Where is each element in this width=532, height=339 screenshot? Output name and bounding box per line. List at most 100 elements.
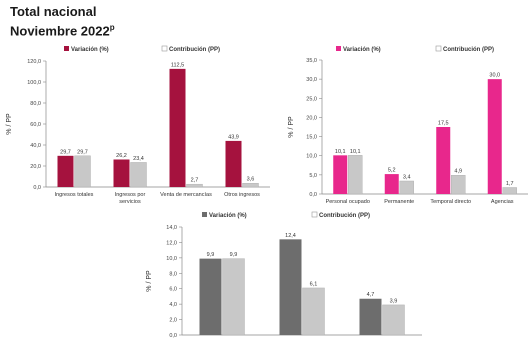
subtitle-preliminary-mark: p [109,23,115,32]
bar-variacion [333,155,348,194]
x-tick-label: Temporal directo [430,199,471,205]
bar-contribucion [222,258,245,336]
y-axis-label: % / PP [6,113,13,135]
y-tick-label: 14,0 [166,225,177,231]
y-tick-label: 0,0 [33,185,41,191]
chart-personal-ocupado: % / PP 0,0 5,0 10,0 15,0 20,0 25,0 30,0 35,0 Vari… [288,45,528,205]
bar-value-label: 30,0 [489,73,500,79]
x-tick-label: Ingresos totales [55,192,94,198]
y-tick-label: 0,0 [309,192,317,198]
y-tick-label: 20,0 [306,115,317,121]
bar-value-label: 1,7 [506,181,514,187]
y-tick-label: 25,0 [306,96,317,102]
y-tick-label: 6,0 [169,287,177,293]
bar-value-label: 43,9 [228,134,239,140]
y-tick-label: 2,0 [169,318,177,324]
bar-contribucion [399,180,414,195]
page-title: Total nacional [10,4,97,19]
legend-swatch-contribucion [161,45,168,52]
y-tick-label: 0,0 [169,333,177,339]
bar-variacion [169,68,186,187]
y-tick-label: 20,0 [30,164,41,170]
bar-contribucion [74,155,91,188]
y-tick-label: 120,0 [27,59,41,65]
bar-contribucion [302,287,325,336]
bar-variacion [279,239,302,335]
y-tick-label: 8,0 [169,271,177,277]
bar-contribucion [502,187,517,195]
legend-label-variacion: Variación (%) [343,47,381,53]
x-tick-label: Otros ingresos [224,192,260,198]
bar-value-label: 17,5 [438,121,449,127]
legend-swatch-variacion [202,212,207,217]
bar-variacion [225,140,242,187]
legend-swatch-contribucion [311,211,318,218]
bar-variacion [199,258,222,335]
bar-value-label: 29,7 [60,149,71,155]
x-tick-label: Venta de mercancías [160,192,212,198]
bar-value-label: 5,2 [388,168,396,174]
y-tick-label: 4,0 [169,302,177,308]
bar-value-label: 4,7 [367,292,375,298]
bar-variacion [113,159,130,187]
chart-ingresos: % / PP 0,0 20,0 40,0 60,0 80,0 100,0 120,0 Varia… [6,45,270,205]
bar-value-label: 112,5 [171,62,184,68]
bar-contribucion [382,304,405,336]
legend-swatch-variacion [336,46,341,51]
legend-label-contribucion: Contribución (PP) [169,47,220,53]
y-tick-label: 35,0 [306,58,317,64]
legend-swatch-variacion [64,46,69,51]
y-tick-label: 100,0 [27,80,41,86]
x-tick-label: Ingresos por [115,192,146,198]
bar-value-label: 10,1 [350,149,361,155]
bar-value-label: 3,4 [403,174,411,180]
y-axis-label: % / PP [146,270,153,292]
bar-contribucion [451,175,466,195]
page-subtitle: Noviembre 2022p [10,20,115,39]
bar-value-label: 3,6 [247,177,255,183]
bar-variacion [384,174,399,194]
y-tick-label: 40,0 [30,143,41,149]
bar-value-label: 4,9 [454,169,462,175]
bar-variacion [436,127,451,194]
y-axis-label: % / PP [288,116,295,138]
bar-value-label: 23,4 [133,156,144,162]
legend-swatch-contribucion [435,45,442,52]
x-tick-label: Permanente [384,199,414,205]
y-tick-label: 80,0 [30,101,41,107]
bar-value-label: 10,1 [335,149,346,155]
legend-label-contribucion: Contribución (PP) [319,213,370,219]
bar-value-label: 26,2 [116,153,127,159]
bar-value-label: 9,9 [207,252,215,258]
bar-value-label: 3,9 [390,298,398,304]
legend-label-contribucion: Contribución (PP) [443,47,494,53]
x-tick-label: servicios [119,199,141,205]
bar-value-label: 29,7 [77,149,88,155]
bar-value-label: 2,7 [191,178,199,184]
chart-third: % / PP 0,0 2,0 4,0 6,0 8,0 10,0 12,0 14,0 Variaci… [146,211,422,339]
y-tick-label: 60,0 [30,122,41,128]
y-tick-label: 15,0 [306,135,317,141]
x-tick-label: Personal ocupado [326,199,370,205]
y-tick-label: 5,0 [309,173,317,179]
y-tick-label: 10,0 [166,256,177,262]
subtitle-text: Noviembre 2022 [10,23,110,39]
bar-variacion [57,155,74,187]
y-tick-label: 30,0 [306,77,317,83]
bar-variacion [487,79,502,194]
bar-variacion [359,298,382,335]
legend-label-variacion: Variación (%) [209,213,247,219]
bar-value-label: 12,4 [285,233,296,239]
bar-value-label: 9,9 [230,252,238,258]
x-tick-label: Agencias [491,199,514,205]
bar-contribucion [242,183,259,188]
bar-contribucion [130,162,147,188]
title-block: Total nacional Noviembre 2022p [10,4,115,39]
y-tick-label: 12,0 [166,240,177,246]
legend-label-variacion: Variación (%) [71,47,109,53]
bar-contribucion [348,155,363,195]
y-tick-label: 10,0 [306,154,317,160]
bar-value-label: 6,1 [310,281,318,287]
bar-contribucion [186,183,203,188]
